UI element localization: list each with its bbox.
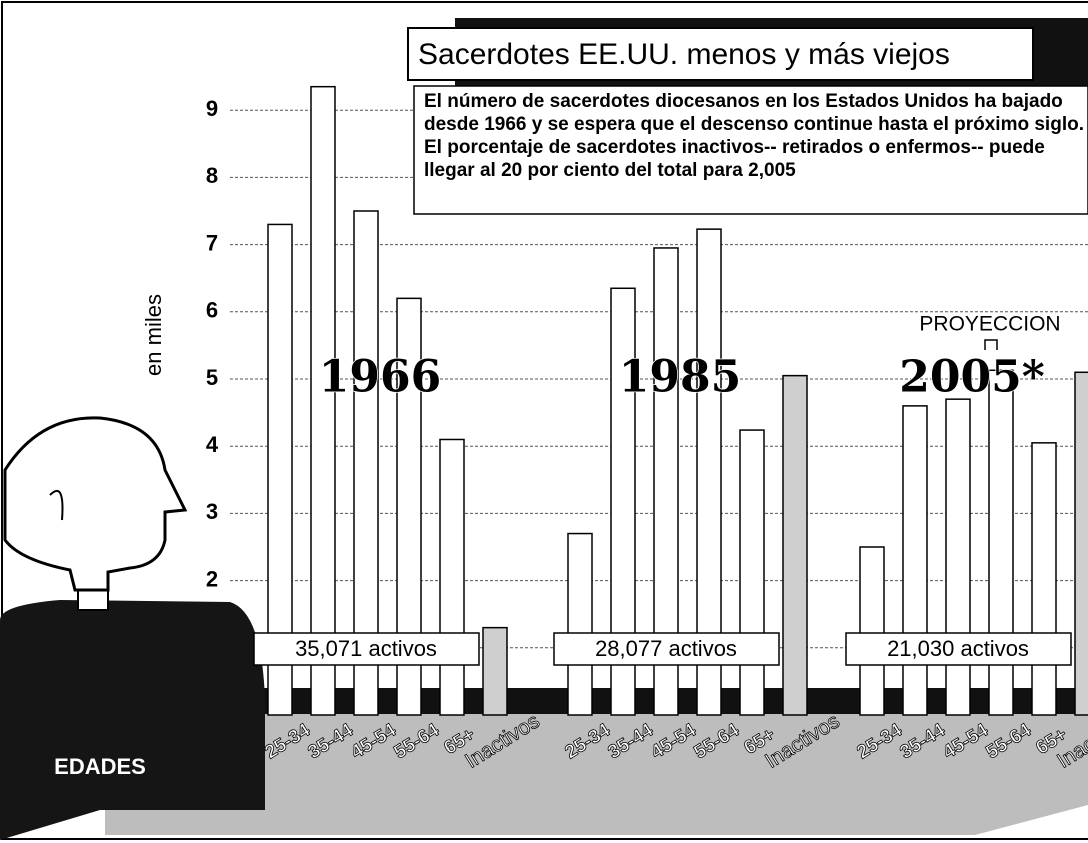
bar	[783, 376, 807, 715]
bar	[903, 406, 927, 715]
y-tick-label: 2	[206, 566, 218, 591]
y-tick-label: 9	[206, 96, 218, 121]
bar	[440, 439, 464, 715]
total-label: 28,077 activos	[595, 636, 737, 661]
y-tick-label: 6	[206, 298, 218, 323]
y-tick-label: 3	[206, 499, 218, 524]
y-tick-label: 8	[206, 163, 218, 188]
y-tick-label: 4	[206, 432, 219, 457]
bar	[946, 399, 970, 715]
year-label: 1985	[619, 352, 741, 403]
bar	[740, 430, 764, 715]
total-label: 35,071 activos	[295, 636, 437, 661]
bar	[568, 534, 592, 715]
subtitle-container: El número de sacerdotes diocesanos en lo…	[424, 90, 1084, 214]
chart-title: Sacerdotes EE.UU. menos y más viejos	[418, 38, 950, 71]
x-axis-label: EDADES	[54, 754, 146, 779]
y-axis-label: en miles	[141, 294, 166, 376]
bar	[1075, 372, 1088, 715]
annotation: PROYECCION	[919, 313, 1060, 336]
bar	[860, 547, 884, 715]
y-tick-label: 7	[206, 230, 218, 255]
bar	[483, 628, 507, 715]
year-label: 2005*	[899, 352, 1044, 403]
y-tick-label: 5	[206, 365, 218, 390]
year-label: 1966	[319, 352, 441, 403]
chart-subtitle: El número de sacerdotes diocesanos en lo…	[424, 90, 1084, 182]
bar	[1032, 443, 1056, 715]
total-label: 21,030 activos	[887, 636, 1029, 661]
chart: 0123456789 EDADES en miles Sacerdotes EE…	[0, 0, 1088, 843]
